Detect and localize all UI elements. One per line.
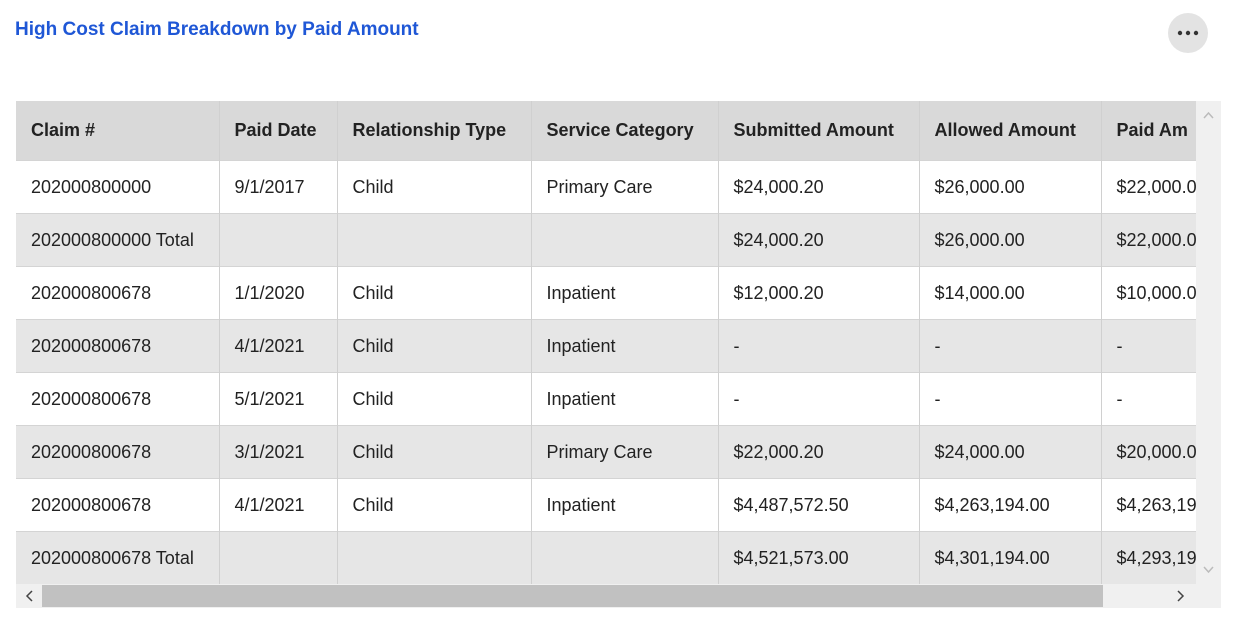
table-cell: Child [337,478,532,532]
table-row: 202000800678 4/1/2021 Child Inpatient - - - [16,319,1196,373]
table-cell: $12,000.20 [718,266,920,320]
table-cell [531,531,719,584]
table-cell: Inpatient [531,372,719,426]
column-header: Service Category [531,101,719,161]
table-cell [219,213,338,267]
table-cell: 202000800678 [16,478,220,532]
scroll-arrows [1203,111,1214,574]
table-cell: 4/1/2021 [219,319,338,373]
table-cell: 9/1/2017 [219,160,338,214]
table-cell: - [718,319,920,373]
column-header: Allowed Amount [919,101,1102,161]
table-cell: - [718,372,920,426]
column-header: Claim # [16,101,220,161]
table-cell: 202000800000 Total [16,213,220,267]
column-header: Submitted Amount [718,101,920,161]
horizontal-scrollbar[interactable] [16,584,1221,608]
table-cell: 202000800678 [16,319,220,373]
more-button[interactable] [1168,13,1208,53]
table-cell: Inpatient [531,478,719,532]
claims-table: Claim # Paid Date Relationship Type Service… [16,101,1196,584]
table-cell: - [919,319,1102,373]
table-cell: $22,000.0 [1101,160,1196,214]
table-cell: $24,000.20 [718,213,920,267]
table-cell [337,213,532,267]
table-cell: $22,000.20 [718,425,920,479]
more-icon [1177,30,1199,36]
table-cell [219,531,338,584]
table-cell: $4,521,573.00 [718,531,920,584]
table-cell: 202000800678 [16,266,220,320]
table-cell: $24,000.00 [919,425,1102,479]
vertical-scrollbar[interactable] [1196,101,1221,584]
table-cell: 5/1/2021 [219,372,338,426]
table-cell: $24,000.20 [718,160,920,214]
table-cell: $4,263,19 [1101,478,1196,532]
table-cell: $4,487,572.50 [718,478,920,532]
table-cell: 202000800678 Total [16,531,220,584]
table-cell: $4,263,194.00 [919,478,1102,532]
table-cell: 1/1/2020 [219,266,338,320]
table-cell: 202000800678 [16,425,220,479]
table-row: 202000800678 3/1/2021 Child Primary Care $22… [16,425,1196,479]
table-cell: $4,293,19 [1101,531,1196,584]
table-row: 202000800678 5/1/2021 Child Inpatient - - - [16,372,1196,426]
table-cell: Child [337,425,532,479]
table-row: 202000800678 4/1/2021 Child Inpatient $4,487… [16,478,1196,532]
table-row: 202000800678 1/1/2020 Child Inpatient $12,00… [16,266,1196,320]
table-cell: - [1101,372,1196,426]
table-cell: $14,000.00 [919,266,1102,320]
table-cell: $26,000.00 [919,213,1102,267]
table-cell: 202000800000 [16,160,220,214]
header-row: Claim # Paid Date Relationship Type Service… [16,101,1196,161]
table-cell: $22,000.0 [1101,213,1196,267]
table-cell: Child [337,160,532,214]
table-cell: Inpatient [531,266,719,320]
column-header: Paid Am [1101,101,1196,161]
table-cell: - [919,372,1102,426]
table-cell [531,213,719,267]
table-cell [337,531,532,584]
table-row: 202000800000 Total $24,000.20 $26,000.00 $2… [16,213,1196,267]
widget-title: High Cost Claim Breakdown by Paid Amount [15,19,419,40]
table-cell: $4,301,194.00 [919,531,1102,584]
table-cell: Child [337,266,532,320]
table-cell: Primary Care [531,425,719,479]
table-cell: - [1101,319,1196,373]
table-viewport: Claim # Paid Date Relationship Type Service… [16,101,1196,584]
table-cell: Primary Care [531,160,719,214]
table-row: 202000800678 Total $4,521,573.00 $4,301,19… [16,531,1196,584]
table-row: 202000800000 9/1/2017 Child Primary Care $24… [16,160,1196,214]
table-cell: 202000800678 [16,372,220,426]
table-cell: $20,000.0 [1101,425,1196,479]
table-cell: 3/1/2021 [219,425,338,479]
column-header: Paid Date [219,101,338,161]
scroll-arrows [25,590,1185,602]
table-cell: Child [337,319,532,373]
table-cell: Child [337,372,532,426]
table-cell: $10,000.0 [1101,266,1196,320]
column-header: Relationship Type [337,101,532,161]
table-cell: Inpatient [531,319,719,373]
table-cell: $26,000.00 [919,160,1102,214]
table-cell: 4/1/2021 [219,478,338,532]
scroll-thumb[interactable] [42,585,1103,607]
